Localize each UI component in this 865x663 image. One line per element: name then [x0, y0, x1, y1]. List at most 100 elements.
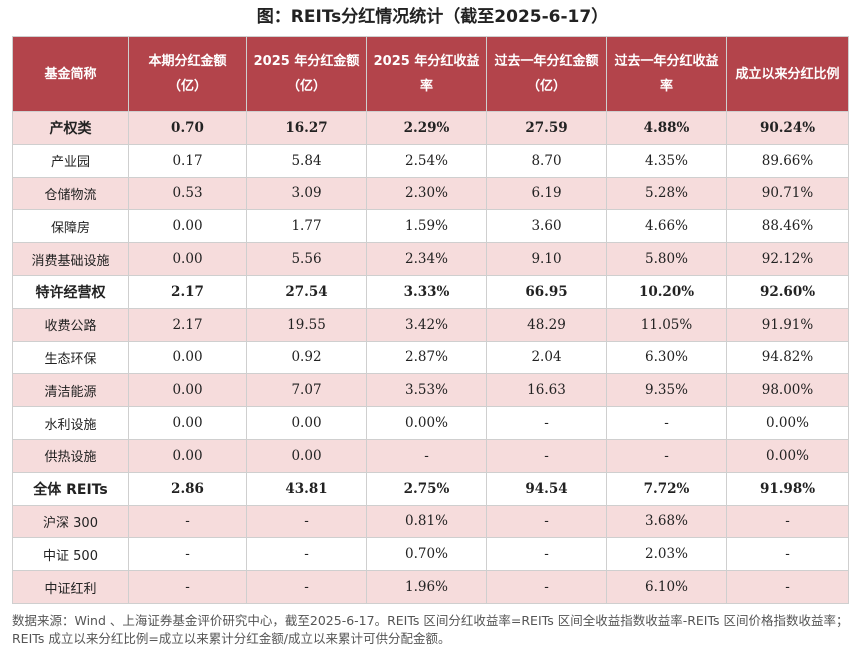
table-cell: 48.29 — [486, 307, 607, 342]
row-label: 消费基础设施 — [12, 242, 129, 276]
table-cell: 2.30% — [366, 176, 487, 211]
table-row: 产权类 0.70 16.27 2.29% 27.59 4.88% 90.24% — [12, 111, 849, 145]
reits-dividend-table: 基金简称 本期分红金额（亿） 2025 年分红金额（亿） 2025 年分红收益率… — [12, 36, 849, 604]
column-header: 基金简称 — [12, 36, 129, 112]
table-cell: 0.00 — [246, 406, 367, 440]
table-row: 供热设施 0.00 0.00- - -0.00% — [12, 438, 849, 473]
table-cell: 94.54 — [486, 471, 607, 506]
column-header: 过去一年分红收益率 — [606, 36, 727, 112]
row-label: 产业园 — [12, 143, 129, 178]
column-header: 本期分红金额（亿） — [128, 36, 247, 112]
table-row: 中证红利 - -1.96% -6.10% - — [12, 570, 849, 604]
table-row: 清洁能源 0.00 7.07 3.53% 16.63 9.35% 98.00% — [12, 373, 849, 408]
table-cell: 9.10 — [486, 242, 607, 276]
table-cell: - — [246, 504, 367, 539]
table-cell: 0.81% — [366, 504, 487, 539]
table-cell: - — [726, 504, 849, 539]
table-row: 生态环保 0.00 0.92 2.87% 2.04 6.30% 94.82% — [12, 340, 849, 375]
table-row: 仓储物流 0.53 3.09 2.30% 6.19 5.28% 90.71% — [12, 176, 849, 211]
table-cell: 7.07 — [246, 373, 367, 408]
row-label: 水利设施 — [12, 406, 129, 440]
table-cell: 1.77 — [246, 209, 367, 244]
table-cell: 92.12% — [726, 242, 849, 276]
row-label: 特许经营权 — [12, 274, 129, 309]
table-cell: 88.46% — [726, 209, 849, 244]
table-cell: 6.10% — [606, 570, 727, 604]
table-cell: 5.80% — [606, 242, 727, 276]
table-cell: 91.91% — [726, 307, 849, 342]
table-cell: 11.05% — [606, 307, 727, 342]
row-label: 生态环保 — [12, 340, 129, 375]
table-cell: 66.95 — [486, 274, 607, 309]
table-cell: 2.03% — [606, 537, 727, 572]
table-cell: 5.56 — [246, 242, 367, 276]
table-cell: 2.17 — [128, 307, 247, 342]
table-cell: 0.00 — [128, 209, 247, 244]
table-row: 消费基础设施 0.00 5.56 2.34% 9.10 5.80% 92.12% — [12, 242, 849, 276]
table-cell: 0.00 — [128, 438, 247, 473]
column-header: 成立以来分红比例 — [726, 36, 849, 112]
table-cell: 0.00% — [366, 406, 487, 440]
table-cell: 2.29% — [366, 111, 487, 145]
table-cell: - — [128, 570, 247, 604]
row-label: 产权类 — [12, 111, 129, 145]
row-label: 清洁能源 — [12, 373, 129, 408]
table-cell: - — [486, 537, 607, 572]
table-cell: 27.54 — [246, 274, 367, 309]
header-row: 基金简称 本期分红金额（亿） 2025 年分红金额（亿） 2025 年分红收益率… — [12, 36, 849, 112]
table-cell: 4.66% — [606, 209, 727, 244]
row-label: 供热设施 — [12, 438, 129, 473]
table-cell: 3.42% — [366, 307, 487, 342]
table-cell: 2.17 — [128, 274, 247, 309]
table-cell: - — [366, 438, 487, 473]
table-cell: 90.24% — [726, 111, 849, 145]
table-cell: 3.53% — [366, 373, 487, 408]
table-cell: - — [606, 406, 727, 440]
table-cell: - — [486, 504, 607, 539]
table-cell: 0.00 — [128, 373, 247, 408]
table-cell: - — [726, 570, 849, 604]
table-cell: 5.28% — [606, 176, 727, 211]
table-cell: 3.33% — [366, 274, 487, 309]
table-cell: - — [128, 537, 247, 572]
source-footnote: 数据来源：Wind 、上海证券基金评价研究中心，截至2025-6-17。REIT… — [12, 613, 849, 646]
row-label: 沪深 300 — [12, 504, 129, 539]
table-row: 沪深 300- -0.81% -3.68% - — [12, 504, 849, 539]
table-cell: - — [128, 504, 247, 539]
row-label: 中证 500 — [12, 537, 129, 572]
table-row: 特许经营权 2.17 27.54 3.33% 66.95 10.20% 92.60% — [12, 274, 849, 309]
table-cell: 6.30% — [606, 340, 727, 375]
row-label: 全体 REITs — [12, 471, 129, 506]
table-cell: 0.70 — [128, 111, 247, 145]
table-cell: 2.04 — [486, 340, 607, 375]
table-row: 水利设施 0.00 0.00 0.00% - -0.00% — [12, 406, 849, 440]
table-cell: 0.70% — [366, 537, 487, 572]
row-label: 保障房 — [12, 209, 129, 244]
table-cell: 19.55 — [246, 307, 367, 342]
table-cell: - — [486, 438, 607, 473]
table-cell: 98.00% — [726, 373, 849, 408]
table-cell: 0.17 — [128, 143, 247, 178]
table-cell: 0.00 — [246, 438, 367, 473]
table-cell: 91.98% — [726, 471, 849, 506]
table-cell: 4.35% — [606, 143, 727, 178]
table-cell: 16.27 — [246, 111, 367, 145]
table-body: 产权类 0.70 16.27 2.29% 27.59 4.88% 90.24% 产业园 0.17… — [12, 111, 849, 604]
table-cell: 0.00 — [128, 242, 247, 276]
table-cell: 2.54% — [366, 143, 487, 178]
table-cell: 1.59% — [366, 209, 487, 244]
table-cell: 3.09 — [246, 176, 367, 211]
column-header: 过去一年分红金额（亿） — [486, 36, 607, 112]
table-cell: 92.60% — [726, 274, 849, 309]
table-cell: 0.00% — [726, 438, 849, 473]
table-cell: 2.86 — [128, 471, 247, 506]
row-label: 收费公路 — [12, 307, 129, 342]
page-title: 图：REITs分红情况统计（截至2025-6-17） — [256, 7, 609, 27]
table-cell: 4.88% — [606, 111, 727, 145]
table-row: 全体 REITs 2.86 43.81 2.75% 94.54 7.72% 91.98% — [12, 471, 849, 506]
table-cell: 0.92 — [246, 340, 367, 375]
table-cell: 8.70 — [486, 143, 607, 178]
table-cell: 3.68% — [606, 504, 727, 539]
table-cell: - — [246, 570, 367, 604]
table-cell: 0.00% — [726, 406, 849, 440]
